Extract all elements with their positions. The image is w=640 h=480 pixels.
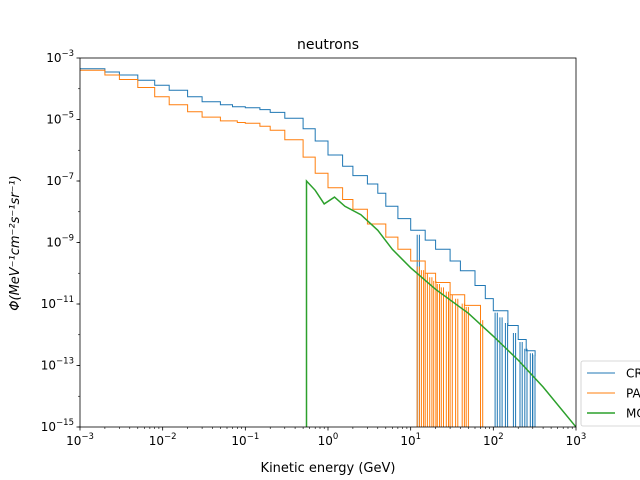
legend-label-cr: CR xyxy=(626,367,640,381)
x-tick-label: 100 xyxy=(318,432,339,448)
series-cr-dropout xyxy=(532,354,536,427)
x-tick-label: 103 xyxy=(566,432,587,448)
x-tick-label: 101 xyxy=(400,432,421,448)
series-pa-dropout xyxy=(465,306,469,427)
y-axis: 10−15 10−13 10−11 10−9 10−7 10−5 10−3 xyxy=(41,49,80,434)
x-tick-label: 10−1 xyxy=(231,432,259,448)
series-mc-line xyxy=(305,179,576,427)
x-tick-label: 10−3 xyxy=(66,432,94,448)
series-pa-dropout xyxy=(449,294,453,427)
series-cr-dropout xyxy=(519,342,523,427)
series-pa-dropout xyxy=(445,291,449,427)
series-pa-dropout xyxy=(424,273,428,427)
series-cr-dropout xyxy=(512,333,517,427)
series-cr-dropout xyxy=(504,323,509,427)
series-pa-dropout xyxy=(461,303,465,427)
x-axis-label: Kinetic energy (GeV) xyxy=(261,461,396,476)
series-cr-dropout xyxy=(499,317,503,427)
x-axis: 10−3 10−2 10−1 100 101 102 103 xyxy=(66,427,586,448)
series-pa-dropout xyxy=(440,287,444,427)
series-pa-dropout xyxy=(433,280,437,427)
y-tick-label: 10−3 xyxy=(46,49,74,65)
series-pa-dropout xyxy=(436,284,440,427)
y-tick-label: 10−15 xyxy=(41,418,74,434)
series-cr-dropout xyxy=(524,348,528,427)
legend-label-mc: MC xyxy=(626,407,640,421)
series-pa-dropout xyxy=(416,266,420,427)
legend-label-pa: PA xyxy=(626,387,640,401)
series-pa-dropout xyxy=(420,270,425,427)
chart-title: neutrons xyxy=(297,37,359,53)
y-tick-label: 10−13 xyxy=(41,357,74,373)
series-pa-dropout xyxy=(429,277,433,427)
series-pa-line xyxy=(80,69,481,321)
series-cr-dropout xyxy=(494,312,498,427)
y-tick-label: 10−11 xyxy=(41,295,74,311)
y-axis-label: Φ(MeV⁻¹cm⁻²s⁻¹sr⁻¹) xyxy=(8,175,23,310)
series-pa-dropout xyxy=(480,320,484,427)
series-cr-line xyxy=(80,68,536,357)
series-pa-dropout xyxy=(455,298,459,427)
x-tick-label: 10−2 xyxy=(149,432,177,448)
y-tick-label: 10−7 xyxy=(46,172,74,188)
x-tick-label: 102 xyxy=(483,432,504,448)
y-tick-label: 10−5 xyxy=(46,111,74,127)
legend: CR PA MC xyxy=(580,360,640,427)
series-layer xyxy=(80,68,576,427)
y-tick-label: 10−9 xyxy=(46,234,74,250)
